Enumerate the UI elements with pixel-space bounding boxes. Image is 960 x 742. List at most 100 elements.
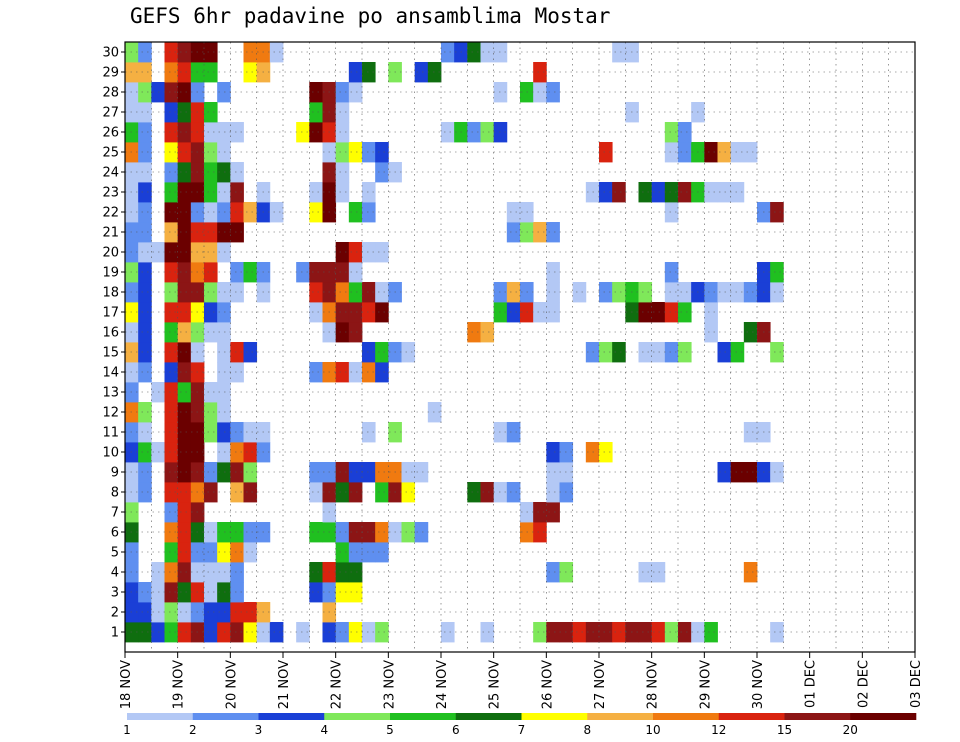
heat-cell xyxy=(217,302,231,323)
x-tick-label: 02 DEC xyxy=(856,660,871,708)
heat-cell xyxy=(612,342,626,363)
heat-cell xyxy=(164,542,179,563)
plot-frame xyxy=(124,41,916,653)
heat-cell xyxy=(362,62,376,83)
heat-cell xyxy=(664,302,679,323)
x-tick-label: 30 NOV xyxy=(751,660,766,709)
x-tick-label: 27 NOV xyxy=(593,660,608,709)
heat-cell xyxy=(230,422,244,443)
heat-cell xyxy=(335,242,350,263)
heat-cell xyxy=(204,562,218,583)
heat-cell xyxy=(480,122,495,143)
heat-cell xyxy=(269,622,284,643)
heat-cell xyxy=(375,542,389,563)
heat-cell xyxy=(348,62,363,83)
color-legend: 1 2 3 4 5 6 7 8 10 12 15 20 xyxy=(123,713,917,737)
heat-cell xyxy=(204,142,218,163)
heat-cell xyxy=(572,622,587,643)
heat-cell xyxy=(348,462,363,483)
heat-cell xyxy=(335,622,350,643)
heat-cell xyxy=(164,522,179,543)
heat-cell xyxy=(546,482,560,503)
legend-swatch xyxy=(258,713,325,720)
heat-cell xyxy=(480,322,495,343)
heat-cell xyxy=(217,522,231,543)
legend-swatch xyxy=(521,713,588,720)
heat-cell xyxy=(164,622,179,643)
y-tick-label: 22 xyxy=(102,206,119,221)
heat-cell xyxy=(612,182,626,203)
heat-cell xyxy=(612,622,626,643)
y-tick-label: 19 xyxy=(102,266,119,281)
heat-cell xyxy=(362,542,376,563)
heat-cell xyxy=(401,522,416,543)
heat-cell xyxy=(177,302,192,323)
heat-cell xyxy=(177,462,192,483)
heat-cell xyxy=(335,582,350,603)
heat-cell xyxy=(770,202,784,223)
heat-cell xyxy=(217,282,231,303)
legend-swatch xyxy=(390,713,457,720)
heat-cell xyxy=(164,162,179,183)
heat-cell xyxy=(770,282,784,303)
heat-cell xyxy=(427,402,442,423)
heat-cell xyxy=(704,282,718,303)
heat-cell xyxy=(138,402,152,423)
y-tick-label: 2 xyxy=(111,606,119,621)
legend-label: 2 xyxy=(189,723,197,737)
heat-cell xyxy=(743,562,758,583)
heat-cell xyxy=(164,102,179,123)
heat-cell xyxy=(309,562,323,583)
heat-cell xyxy=(414,462,429,483)
heat-cell xyxy=(217,142,231,163)
heat-cell xyxy=(230,442,244,463)
heat-cell xyxy=(204,462,218,483)
heat-cell xyxy=(138,82,152,103)
heat-cell xyxy=(612,42,626,63)
heat-cell xyxy=(217,162,231,183)
heat-cell xyxy=(230,262,244,283)
heat-cell xyxy=(164,362,179,383)
heat-cell xyxy=(375,522,389,543)
x-tick-label: 01 DEC xyxy=(804,660,819,708)
heat-cell xyxy=(164,122,179,143)
legend-label: 6 xyxy=(452,723,460,737)
heat-cell xyxy=(164,302,179,323)
heat-cell xyxy=(348,262,363,283)
heat-cell xyxy=(217,362,231,383)
heat-cell xyxy=(730,142,745,163)
heat-cell xyxy=(217,322,231,343)
heat-cell xyxy=(467,482,481,503)
heat-cell xyxy=(204,402,218,423)
heat-cell xyxy=(335,562,350,583)
heat-cell xyxy=(243,342,258,363)
heat-cell xyxy=(204,542,218,563)
y-tick-label: 4 xyxy=(111,566,119,581)
heat-cell xyxy=(164,562,179,583)
y-tick-label: 21 xyxy=(102,226,119,241)
heat-cell xyxy=(230,542,244,563)
y-tick-label: 28 xyxy=(102,86,119,101)
heat-cell xyxy=(309,282,323,303)
heat-cell xyxy=(138,322,152,343)
legend-swatch xyxy=(784,713,851,720)
heat-cell xyxy=(177,202,192,223)
y-tick-label: 12 xyxy=(102,406,119,421)
heat-cell xyxy=(217,82,231,103)
heat-cell xyxy=(177,322,192,343)
heat-cell xyxy=(217,442,231,463)
heat-cell xyxy=(704,142,718,163)
heat-cell xyxy=(651,182,666,203)
heat-cell xyxy=(651,342,666,363)
heat-cell xyxy=(546,302,560,323)
heat-cell xyxy=(217,422,231,443)
heat-cell xyxy=(138,142,152,163)
heat-cell xyxy=(651,302,666,323)
legend-swatch xyxy=(324,713,391,720)
heat-cell xyxy=(164,342,179,363)
heat-cell xyxy=(362,342,376,363)
heat-cell xyxy=(335,542,350,563)
heat-cell xyxy=(177,602,192,623)
heat-cell xyxy=(506,202,521,223)
y-tick-label: 16 xyxy=(102,326,119,341)
